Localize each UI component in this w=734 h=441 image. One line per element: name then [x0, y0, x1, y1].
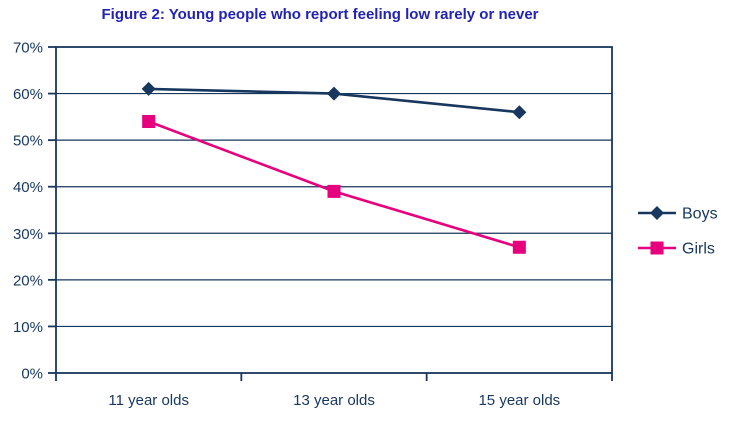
x-axis-label: 13 year olds	[293, 392, 375, 409]
marker-girls-2	[512, 240, 526, 254]
y-axis-label: 60%	[13, 86, 43, 103]
y-axis-label: 10%	[13, 319, 43, 336]
y-axis-label: 40%	[13, 179, 43, 196]
marker-boys-0	[141, 81, 156, 96]
marker-girls-1	[327, 184, 341, 198]
plot-border	[55, 46, 613, 374]
y-axis-label: 70%	[13, 40, 43, 57]
legend-label-girls: Girls	[682, 241, 715, 258]
y-axis-label: 50%	[13, 133, 43, 150]
y-axis-label: 30%	[13, 226, 43, 243]
marker-girls-0	[142, 115, 156, 129]
legend-marker-girls	[650, 241, 664, 255]
x-axis-label: 11 year olds	[108, 392, 189, 409]
legend-label-boys: Boys	[682, 206, 718, 223]
legend-marker-boys	[650, 206, 664, 220]
y-axis-label: 0%	[21, 366, 43, 383]
marker-boys-2	[512, 105, 527, 120]
y-axis-label: 20%	[13, 272, 43, 289]
marker-boys-1	[327, 86, 341, 101]
x-axis-label: 15 year olds	[478, 392, 560, 409]
chart-title: Figure 2: Young people who report feelin…	[101, 6, 539, 23]
